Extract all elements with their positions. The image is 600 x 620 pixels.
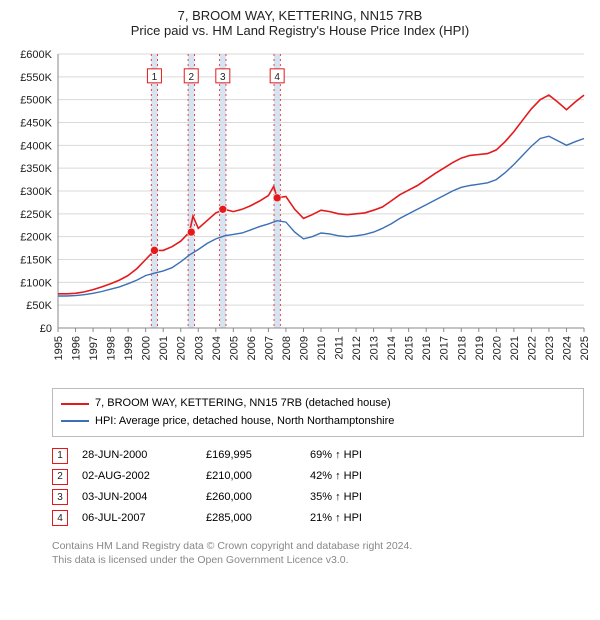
svg-text:2003: 2003 [193, 336, 205, 360]
event-pct-vs-hpi: 69% ↑ HPI [310, 445, 362, 466]
svg-text:2024: 2024 [561, 336, 573, 360]
sale-events-table: 1 28-JUN-2000 £169,995 69% ↑ HPI 2 02-AUG-200… [52, 445, 584, 529]
svg-text:£300K: £300K [20, 186, 52, 198]
svg-text:2013: 2013 [369, 336, 381, 360]
svg-text:£550K: £550K [20, 72, 52, 84]
svg-text:1: 1 [152, 72, 158, 83]
event-marker: 4 [52, 510, 68, 526]
legend-label: 7, BROOM WAY, KETTERING, NN15 7RB (detac… [95, 395, 391, 413]
svg-text:2008: 2008 [281, 336, 293, 360]
svg-text:2016: 2016 [421, 336, 433, 360]
chart-svg: £0 £50K £100K £150K £200K £250K £300K £350K £400… [10, 48, 590, 378]
event-price: £285,000 [206, 508, 296, 529]
svg-text:2017: 2017 [439, 336, 451, 360]
svg-text:2004: 2004 [211, 336, 223, 360]
svg-text:£200K: £200K [20, 232, 52, 244]
svg-text:2010: 2010 [316, 336, 328, 360]
svg-text:£450K: £450K [20, 118, 52, 130]
legend-item: HPI: Average price, detached house, Nort… [61, 413, 575, 431]
svg-text:£50K: £50K [26, 300, 52, 312]
legend-label: HPI: Average price, detached house, Nort… [95, 413, 394, 431]
svg-text:£500K: £500K [20, 95, 52, 107]
footnote-line1: Contains HM Land Registry data © Crown c… [52, 539, 584, 554]
sale-event-row: 4 06-JUL-2007 £285,000 21% ↑ HPI [52, 508, 584, 529]
svg-text:£600K: £600K [20, 49, 52, 61]
svg-text:2001: 2001 [158, 336, 170, 360]
svg-text:4: 4 [274, 72, 280, 83]
svg-text:3: 3 [220, 72, 226, 83]
event-marker: 3 [52, 489, 68, 505]
event-price: £260,000 [206, 487, 296, 508]
event-pct-vs-hpi: 42% ↑ HPI [310, 466, 362, 487]
svg-text:£350K: £350K [20, 163, 52, 175]
event-pct-vs-hpi: 35% ↑ HPI [310, 487, 362, 508]
sale-event-row: 2 02-AUG-2002 £210,000 42% ↑ HPI [52, 466, 584, 487]
svg-text:£100K: £100K [20, 277, 52, 289]
svg-text:2011: 2011 [334, 336, 346, 360]
event-marker: 1 [52, 448, 68, 464]
event-date: 02-AUG-2002 [82, 466, 192, 487]
event-pct-vs-hpi: 21% ↑ HPI [310, 508, 362, 529]
svg-text:2007: 2007 [263, 336, 275, 360]
event-price: £210,000 [206, 466, 296, 487]
svg-text:1998: 1998 [106, 336, 118, 360]
event-date: 03-JUN-2004 [82, 487, 192, 508]
svg-text:2018: 2018 [456, 336, 468, 360]
legend-item: 7, BROOM WAY, KETTERING, NN15 7RB (detac… [61, 395, 575, 413]
svg-text:2009: 2009 [298, 336, 310, 360]
svg-text:2025: 2025 [579, 336, 590, 360]
event-date: 06-JUL-2007 [82, 508, 192, 529]
event-date: 28-JUN-2000 [82, 445, 192, 466]
svg-text:1996: 1996 [71, 336, 83, 360]
svg-text:£0: £0 [40, 323, 52, 335]
svg-text:2015: 2015 [404, 336, 416, 360]
footnote-line2: This data is licensed under the Open Gov… [52, 553, 584, 568]
legend-swatch [61, 420, 89, 422]
svg-text:£400K: £400K [20, 140, 52, 152]
legend: 7, BROOM WAY, KETTERING, NN15 7RB (detac… [52, 388, 584, 437]
svg-text:2005: 2005 [228, 336, 240, 360]
price-chart: £0 £50K £100K £150K £200K £250K £300K £350K £400… [10, 48, 590, 378]
svg-text:2006: 2006 [246, 336, 258, 360]
event-marker: 2 [52, 469, 68, 485]
svg-text:2000: 2000 [141, 336, 153, 360]
svg-text:£250K: £250K [20, 209, 52, 221]
svg-text:2023: 2023 [544, 336, 556, 360]
svg-text:£150K: £150K [20, 255, 52, 267]
chart-title-line1: 7, BROOM WAY, KETTERING, NN15 7RB [10, 8, 590, 23]
svg-text:2002: 2002 [176, 336, 188, 360]
svg-text:1995: 1995 [53, 336, 65, 360]
svg-text:2012: 2012 [351, 336, 363, 360]
chart-title-line2: Price paid vs. HM Land Registry's House … [10, 23, 590, 38]
sale-event-row: 1 28-JUN-2000 £169,995 69% ↑ HPI [52, 445, 584, 466]
event-price: £169,995 [206, 445, 296, 466]
svg-text:1997: 1997 [88, 336, 100, 360]
svg-text:2019: 2019 [474, 336, 486, 360]
svg-text:2: 2 [188, 72, 194, 83]
svg-text:2021: 2021 [509, 336, 521, 360]
legend-swatch [61, 403, 89, 405]
sale-event-row: 3 03-JUN-2004 £260,000 35% ↑ HPI [52, 487, 584, 508]
footnote: Contains HM Land Registry data © Crown c… [52, 539, 584, 568]
svg-text:2020: 2020 [491, 336, 503, 360]
svg-text:2014: 2014 [386, 336, 398, 360]
svg-text:1999: 1999 [123, 336, 135, 360]
svg-text:2022: 2022 [526, 336, 538, 360]
